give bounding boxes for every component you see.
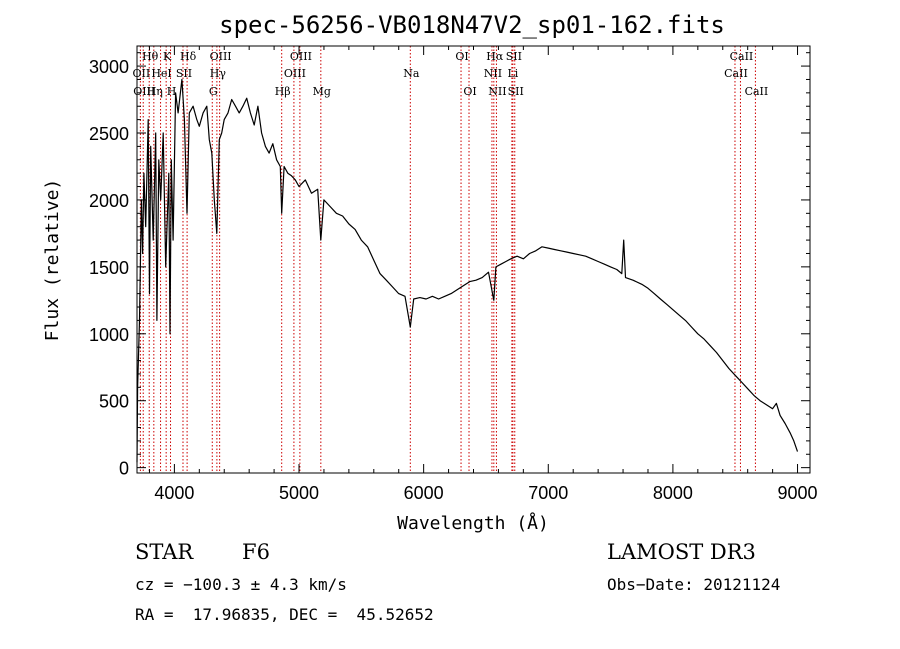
x-tick-label: 7000 <box>528 483 568 503</box>
x-tick-label: 4000 <box>154 483 194 503</box>
spectral-line-label: H <box>167 85 177 98</box>
spectral-line-label: Na <box>403 67 420 80</box>
spectral-line-label: Hδ <box>180 50 197 63</box>
spectral-line-label: Hα <box>486 50 504 63</box>
chart-title: spec-56256-VB018N47V2_sp01-162.fits <box>219 11 725 39</box>
x-tick-label: 9000 <box>778 483 818 503</box>
spectral-line-label: SII <box>508 85 524 98</box>
spectral-line-label: Mg <box>313 85 331 98</box>
spectral-line-label: Hβ <box>275 85 291 98</box>
spectral-line-labels: Hθ OII OIII K HeI Hη Hδ SII H OIII Hγ G OIII OIII Hβ Mg… <box>133 50 769 98</box>
spectral-line-label: K <box>163 50 172 63</box>
spectral-line-label: Li <box>507 67 518 80</box>
spectrum-line <box>136 78 799 463</box>
y-axis-label: Flux (relative) <box>42 179 63 342</box>
observation-date: Obs−Date: 20121124 <box>607 575 781 594</box>
spectral-line-label: NII <box>484 67 502 80</box>
spectral-line-label: NII <box>488 85 506 98</box>
coordinates-readout: RA = 17.96835, DEC = 45.52652 <box>135 605 434 624</box>
object-subclass: F6 <box>242 540 270 564</box>
x-tick-label: 5000 <box>279 483 319 503</box>
x-axis-ticks: 4000 5000 6000 7000 8000 9000 <box>148 46 818 503</box>
y-tick-label: 2500 <box>89 124 129 144</box>
redshift-readout: cz = −100.3 ± 4.3 km/s <box>135 575 347 594</box>
spectral-line-markers <box>139 46 756 473</box>
spectral-line-label: OIII <box>290 50 312 63</box>
y-tick-label: 1500 <box>89 258 129 278</box>
spectral-line-label: OIII <box>210 50 232 63</box>
survey-name: LAMOST DR3 <box>607 540 756 564</box>
spectral-line-label: G <box>209 85 218 98</box>
spectral-line-label: Hη <box>147 85 163 98</box>
spectral-line-label: CaII <box>745 85 769 98</box>
spectral-line-label: OIII <box>133 85 155 98</box>
object-class: STAR <box>135 540 194 564</box>
spectral-line-label: OI <box>455 50 468 63</box>
x-tick-label: 8000 <box>653 483 693 503</box>
y-tick-label: 3000 <box>89 57 129 77</box>
spectral-line-label: OII <box>133 67 151 80</box>
x-axis-label: Wavelength (Å) <box>397 512 549 534</box>
spectral-line-label: CaII <box>730 50 754 63</box>
spectral-line-label: CaII <box>724 67 748 80</box>
y-tick-label: 2000 <box>89 191 129 211</box>
x-tick-label: 6000 <box>404 483 444 503</box>
spectral-line-label: OI <box>463 85 476 98</box>
spectral-line-label: HeI <box>151 67 171 80</box>
spectral-line-label: SII <box>176 67 192 80</box>
spectral-line-label: OIII <box>284 67 306 80</box>
spectral-line-label: Hγ <box>210 67 227 80</box>
y-tick-label: 500 <box>99 392 129 412</box>
spectral-line-label: SII <box>506 50 522 63</box>
spectral-line-label: Hθ <box>142 50 159 63</box>
y-axis-ticks: 0 500 1000 1500 2000 2500 3000 <box>89 52 810 479</box>
y-tick-label: 1000 <box>89 325 129 345</box>
y-tick-label: 0 <box>119 459 129 479</box>
